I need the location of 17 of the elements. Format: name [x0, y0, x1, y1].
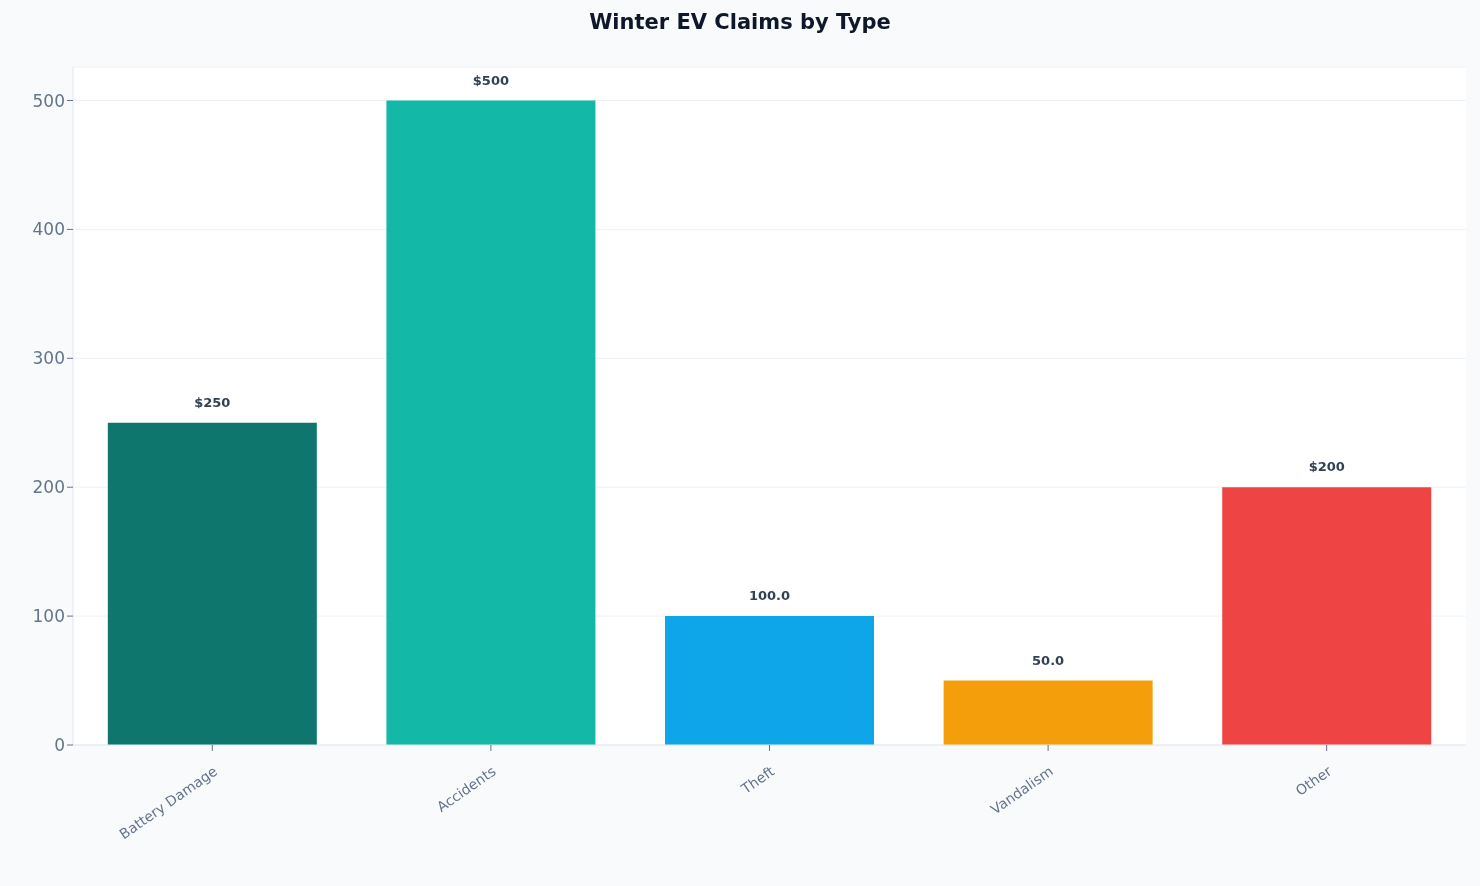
- bar: [386, 100, 596, 745]
- data-label: $500: [472, 72, 510, 88]
- data-label: $250: [194, 394, 231, 410]
- y-tick-label: 200: [32, 477, 65, 498]
- y-tick-label: 0: [54, 735, 65, 756]
- y-tick-label: 400: [32, 219, 65, 240]
- bar: [1222, 487, 1432, 745]
- bar: [665, 616, 875, 745]
- data-label: 50.0: [1032, 652, 1065, 668]
- data-label: 100.0: [748, 588, 791, 604]
- y-tick-label: 500: [32, 90, 65, 111]
- y-tick-label: 100: [32, 606, 65, 627]
- bar: [107, 422, 317, 745]
- bar: [943, 680, 1153, 745]
- chart-title: Winter EV Claims by Type: [588, 10, 892, 34]
- y-tick-label: 300: [32, 348, 65, 369]
- data-label: $200: [1308, 459, 1345, 475]
